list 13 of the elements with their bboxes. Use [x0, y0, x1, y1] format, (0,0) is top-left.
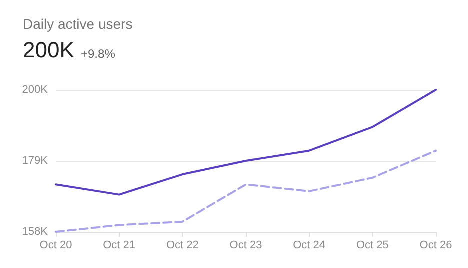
text: +9.8% [81, 47, 116, 61]
x-tick-label: Oct 25 [356, 240, 389, 252]
x-tick-label: Oct 23 [230, 240, 262, 252]
y-tick-label: 200K [22, 84, 49, 96]
y-tick-label: 158K [22, 226, 49, 238]
x-tick-label: Oct 20 [40, 240, 72, 252]
y-tick-label: 179K [22, 155, 49, 167]
x-tick-label: Oct 24 [293, 240, 326, 252]
x-tick-label: Oct 26 [420, 240, 452, 252]
line-series [55, 89, 437, 196]
chart-title: Daily active users [23, 16, 133, 32]
x-tick-label: Oct 22 [166, 240, 199, 252]
x-tick-label: Oct 21 [103, 240, 136, 252]
